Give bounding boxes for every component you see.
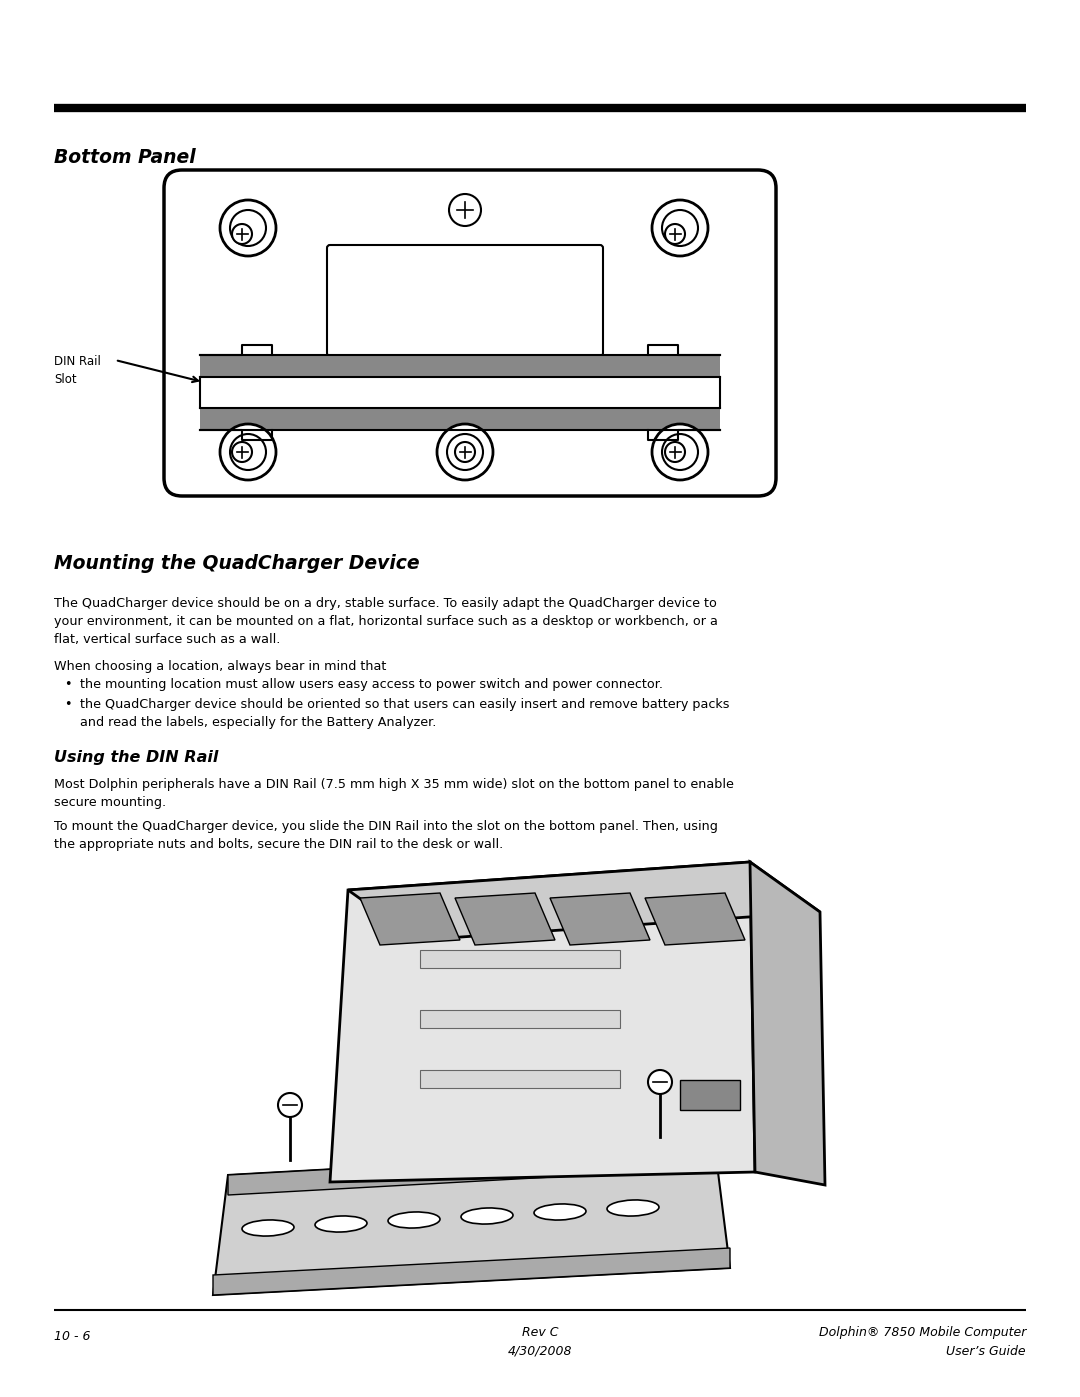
Polygon shape <box>645 893 745 944</box>
Circle shape <box>230 210 266 246</box>
Ellipse shape <box>607 1200 659 1215</box>
Polygon shape <box>213 1248 730 1295</box>
Ellipse shape <box>534 1204 586 1220</box>
Text: secure mounting.: secure mounting. <box>54 796 166 809</box>
Text: •: • <box>64 698 71 711</box>
Circle shape <box>449 194 481 226</box>
Text: Mounting the QuadCharger Device: Mounting the QuadCharger Device <box>54 555 420 573</box>
Text: When choosing a location, always bear in mind that: When choosing a location, always bear in… <box>54 659 387 673</box>
Circle shape <box>220 425 276 481</box>
Text: flat, vertical surface such as a wall.: flat, vertical surface such as a wall. <box>54 633 281 645</box>
Text: and read the labels, especially for the Battery Analyzer.: and read the labels, especially for the … <box>80 717 436 729</box>
Circle shape <box>437 425 492 481</box>
Ellipse shape <box>315 1215 367 1232</box>
Bar <box>680 1080 740 1111</box>
Ellipse shape <box>242 1220 294 1236</box>
Polygon shape <box>750 862 825 1185</box>
Circle shape <box>278 1092 302 1118</box>
Circle shape <box>662 210 698 246</box>
Circle shape <box>447 434 483 469</box>
Polygon shape <box>360 893 460 944</box>
Polygon shape <box>550 893 650 944</box>
Bar <box>200 377 720 408</box>
Text: your environment, it can be mounted on a flat, horizontal surface such as a desk: your environment, it can be mounted on a… <box>54 615 718 629</box>
Polygon shape <box>348 862 820 940</box>
Bar <box>420 1010 620 1028</box>
Circle shape <box>662 434 698 469</box>
Text: The QuadCharger device should be on a dry, stable surface. To easily adapt the Q: The QuadCharger device should be on a dr… <box>54 597 717 610</box>
Polygon shape <box>455 893 555 944</box>
Circle shape <box>230 434 266 469</box>
Text: Most Dolphin peripherals have a DIN Rail (7.5 mm high X 35 mm wide) slot on the : Most Dolphin peripherals have a DIN Rail… <box>54 778 734 791</box>
FancyBboxPatch shape <box>327 244 603 356</box>
Circle shape <box>220 200 276 256</box>
Text: the mounting location must allow users easy access to power switch and power con: the mounting location must allow users e… <box>80 678 663 692</box>
Circle shape <box>652 425 708 481</box>
Circle shape <box>652 200 708 256</box>
Text: Bottom Panel: Bottom Panel <box>54 148 195 168</box>
Circle shape <box>665 441 685 462</box>
Bar <box>420 1070 620 1088</box>
Polygon shape <box>228 1148 715 1194</box>
Circle shape <box>232 224 252 244</box>
Polygon shape <box>213 1148 730 1295</box>
Text: the QuadCharger device should be oriented so that users can easily insert and re: the QuadCharger device should be oriente… <box>80 698 729 711</box>
Circle shape <box>665 224 685 244</box>
Text: Rev C: Rev C <box>522 1326 558 1338</box>
Bar <box>200 355 720 377</box>
Text: the appropriate nuts and bolts, secure the DIN rail to the desk or wall.: the appropriate nuts and bolts, secure t… <box>54 838 503 851</box>
Text: Dolphin® 7850 Mobile Computer: Dolphin® 7850 Mobile Computer <box>819 1326 1026 1338</box>
Ellipse shape <box>461 1208 513 1224</box>
Text: •: • <box>64 678 71 692</box>
Bar <box>420 950 620 968</box>
Text: 4/30/2008: 4/30/2008 <box>508 1345 572 1358</box>
Text: 10 - 6: 10 - 6 <box>54 1330 91 1343</box>
Polygon shape <box>330 862 755 1182</box>
Text: DIN Rail
Slot: DIN Rail Slot <box>54 355 100 386</box>
Text: Using the DIN Rail: Using the DIN Rail <box>54 750 218 766</box>
Ellipse shape <box>388 1213 440 1228</box>
Circle shape <box>455 441 475 462</box>
FancyBboxPatch shape <box>164 170 777 496</box>
Circle shape <box>648 1070 672 1094</box>
Circle shape <box>232 441 252 462</box>
Bar <box>200 408 720 430</box>
Text: To mount the QuadCharger device, you slide the DIN Rail into the slot on the bot: To mount the QuadCharger device, you sli… <box>54 820 718 833</box>
Text: User’s Guide: User’s Guide <box>946 1345 1026 1358</box>
